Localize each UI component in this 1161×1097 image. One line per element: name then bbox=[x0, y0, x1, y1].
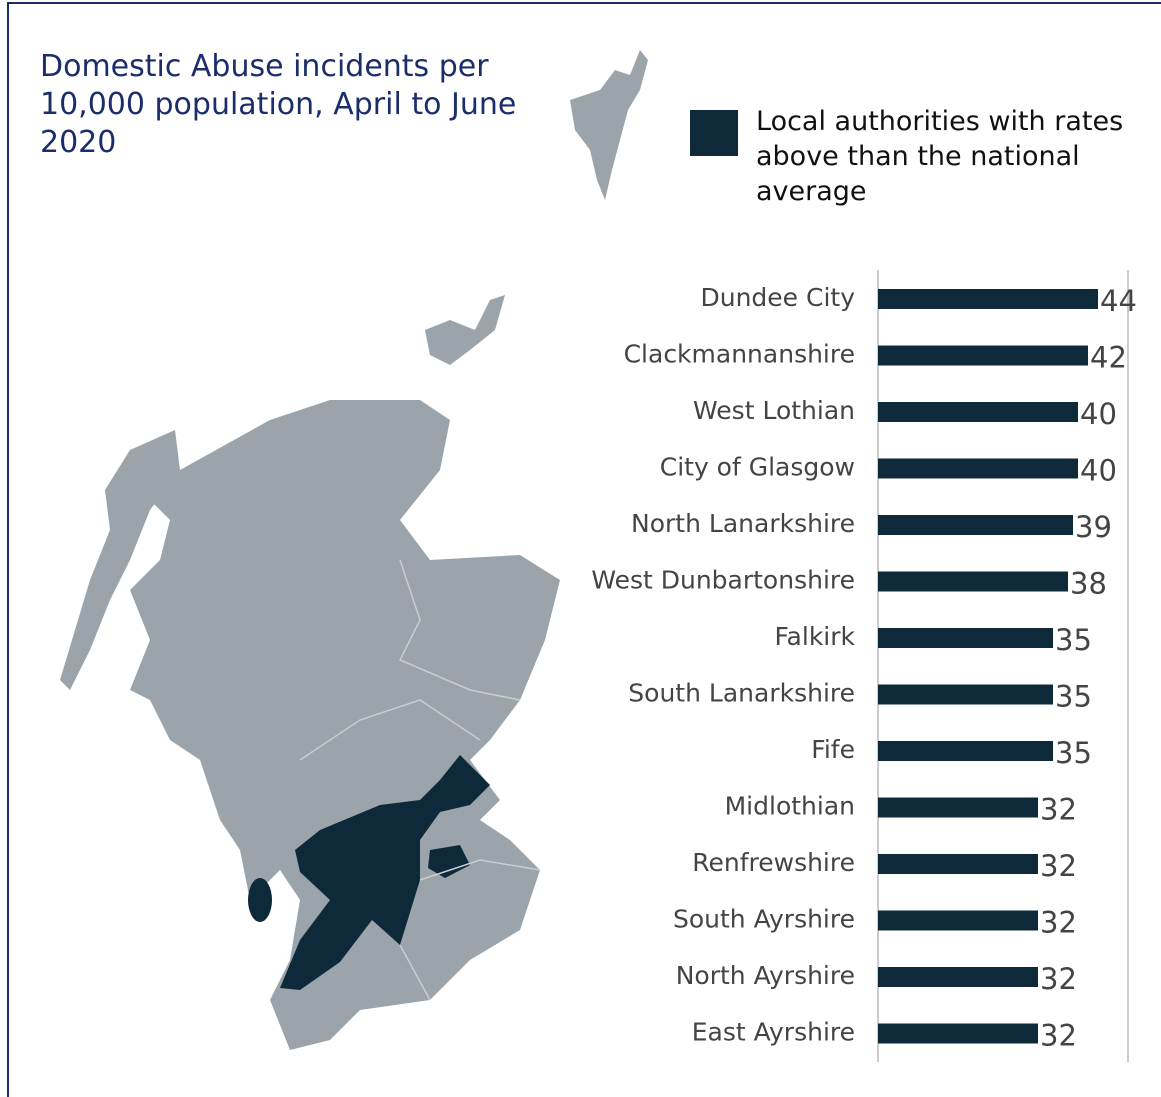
category-label: Clackmannanshire bbox=[624, 340, 855, 369]
bar bbox=[878, 402, 1078, 422]
category-label: South Ayrshire bbox=[673, 905, 855, 934]
bar bbox=[878, 1023, 1038, 1044]
category-label: West Dunbartonshire bbox=[591, 566, 855, 595]
map bbox=[60, 50, 648, 1050]
category-label: North Ayrshire bbox=[676, 961, 855, 990]
value-label: 39 bbox=[1075, 510, 1112, 544]
boundary bbox=[419, 859, 541, 881]
value-label: 35 bbox=[1055, 736, 1092, 770]
bar bbox=[878, 741, 1053, 761]
boundary bbox=[398, 559, 521, 701]
legend-swatch bbox=[690, 110, 738, 156]
bar bbox=[878, 458, 1078, 479]
category-label: Fife bbox=[811, 735, 855, 764]
category-label: Midlothian bbox=[725, 792, 855, 821]
category-label: North Lanarkshire bbox=[631, 509, 855, 538]
value-label: 40 bbox=[1080, 397, 1117, 431]
category-label: Dundee City bbox=[700, 283, 855, 312]
category-label: South Lanarkshire bbox=[628, 679, 855, 708]
highlighted-authorities bbox=[280, 755, 490, 990]
bar bbox=[878, 854, 1038, 874]
value-label: 38 bbox=[1070, 567, 1107, 601]
bar bbox=[878, 571, 1068, 592]
value-label: 44 bbox=[1100, 284, 1137, 318]
midlothian bbox=[428, 845, 470, 878]
value-label: 32 bbox=[1040, 793, 1077, 827]
value-label: 32 bbox=[1040, 1019, 1077, 1053]
arran bbox=[248, 878, 272, 922]
bar bbox=[878, 684, 1053, 705]
category-label: Falkirk bbox=[774, 622, 855, 651]
boundary bbox=[399, 944, 431, 1001]
boundaries bbox=[299, 559, 541, 1001]
value-label: 35 bbox=[1055, 623, 1092, 657]
value-label: 42 bbox=[1090, 341, 1127, 375]
bar bbox=[878, 345, 1088, 366]
legend-label: Local authorities with rates above than … bbox=[756, 106, 1124, 207]
bar bbox=[878, 515, 1073, 535]
value-label: 40 bbox=[1080, 454, 1117, 488]
bar bbox=[878, 289, 1098, 309]
category-label: City of Glasgow bbox=[660, 453, 855, 482]
value-label: 32 bbox=[1040, 962, 1077, 996]
mainland bbox=[130, 400, 560, 1050]
category-label: West Lothian bbox=[693, 396, 855, 425]
category-label: East Ayrshire bbox=[692, 1018, 855, 1047]
orkney bbox=[425, 295, 505, 365]
boundary bbox=[299, 699, 481, 761]
value-label: 32 bbox=[1040, 906, 1077, 940]
bar bbox=[878, 967, 1038, 987]
outer-hebrides bbox=[60, 430, 180, 690]
category-label: Renfrewshire bbox=[692, 848, 855, 877]
frame bbox=[7, 2, 1161, 1097]
bar bbox=[878, 628, 1053, 648]
bar bbox=[878, 910, 1038, 931]
chart-title: Domestic Abuse incidents per 10,000 popu… bbox=[40, 49, 517, 160]
bar bbox=[878, 797, 1038, 818]
value-label: 32 bbox=[1040, 849, 1077, 883]
value-label: 35 bbox=[1055, 680, 1092, 714]
shetland bbox=[570, 50, 648, 200]
